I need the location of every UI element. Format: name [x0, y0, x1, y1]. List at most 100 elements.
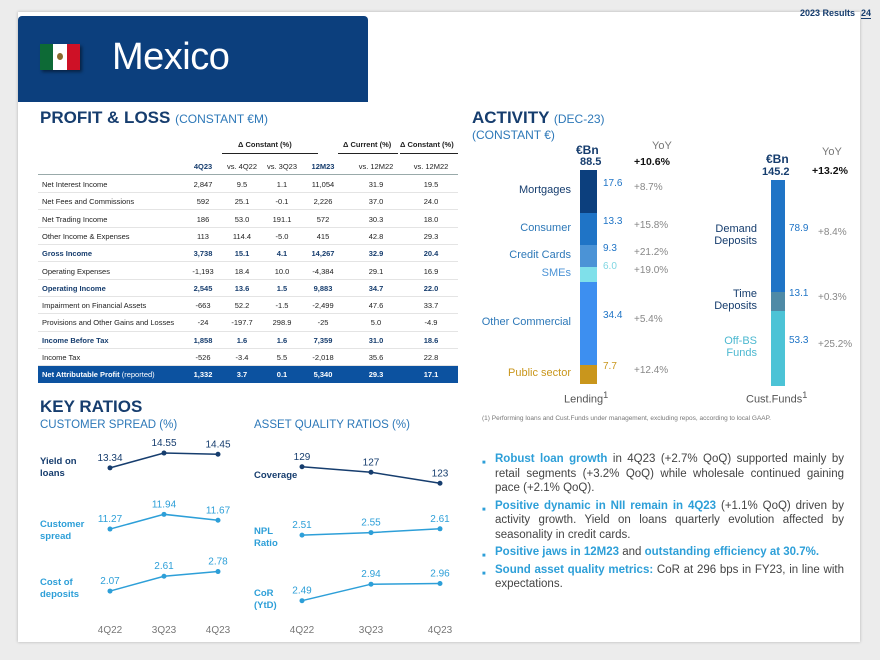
table-cell: 1,332	[193, 370, 213, 380]
lending-total: 88.5	[580, 156, 602, 168]
customer-spread-point	[107, 465, 113, 471]
table-cell: 24.0	[423, 197, 439, 207]
table-cell: 415	[316, 231, 330, 241]
table-cell: 25.1	[234, 197, 250, 207]
table-cell: 592	[196, 197, 210, 207]
quarter-tick-label: 3Q23	[152, 625, 177, 636]
asset-quality-data-label: 123	[432, 468, 449, 479]
lending-segment-value: 7.7	[603, 361, 617, 373]
customer-spread-data-label: 14.45	[205, 439, 230, 450]
customer-spread-label: Customer	[40, 519, 85, 530]
customer-spread-point	[215, 517, 221, 523]
table-cell: 22.0	[423, 283, 439, 293]
lending-segment-yoy: +12.4%	[634, 365, 669, 377]
funds-segment-value: 13.1	[789, 288, 809, 300]
highlight-item: ■ Robust loan growth in 4Q23 (+2.7% QoQ) …	[482, 452, 844, 496]
row-label-suffix: (reported)	[119, 370, 155, 380]
table-cell: 5.5	[276, 353, 288, 362]
row-label: Gross Income	[42, 249, 93, 259]
table-cell: 572	[316, 214, 330, 224]
table-cell: -2,499	[312, 301, 334, 311]
activity-subtitle-2: (CONSTANT €)	[472, 128, 555, 142]
funds-segment-value: 78.9	[789, 222, 809, 234]
lending-segment-value: 17.6	[603, 178, 623, 190]
table-row: Other Income & Expenses 113 114.4 -5.0 415 42…	[38, 228, 458, 246]
highlight-text: (+1.1% QoQ) driven by activity growth. Y…	[495, 499, 844, 541]
highlight-bold: Positive jaws in 12M23	[495, 546, 620, 558]
table-cell: 22.8	[423, 353, 439, 362]
row-label: Net Fees and Commissions	[42, 197, 135, 207]
asset-quality-point	[368, 530, 374, 536]
activity-title-text: ACTIVITY	[472, 108, 550, 127]
bullet-marker-icon: ■	[482, 570, 486, 577]
asset-quality-label: NPL	[254, 526, 273, 537]
customer-spread-title: CUSTOMER SPREAD (%)	[40, 419, 178, 431]
highlight-bold: outstanding efficiency at 30.7%.	[644, 546, 820, 558]
table-row: Impairment on Financial Assets -663 52.2 -1…	[38, 297, 458, 315]
funds-footnote-marker: 1	[802, 390, 808, 400]
table-row: Operating Income 2,545 13.6 1.5 9,883 34.7 22.…	[38, 280, 458, 297]
lending-footnote-marker: 1	[603, 390, 609, 400]
table-cell: 35.6	[368, 353, 384, 362]
asset-quality-point	[299, 598, 305, 604]
customer-spread-point	[161, 573, 167, 579]
table-row: Operating Expenses -1,193 18.4 10.0 -4,384 29…	[38, 263, 458, 280]
table-cell: 11,054	[311, 180, 335, 189]
lending-segment-label: Credit Cards	[509, 248, 571, 261]
lending-segment	[580, 212, 597, 245]
table-cell: 29.1	[368, 266, 384, 276]
table-cell: 16.9	[423, 266, 439, 276]
table-cell: 29.3	[368, 370, 384, 380]
table-cell: 32.9	[368, 249, 384, 259]
row-label: Income Tax	[42, 353, 81, 362]
row-label: Net Attributable Profit (reported)	[42, 370, 155, 380]
page-number: 24	[861, 8, 872, 19]
funds-segment-label: Time Deposits	[714, 288, 757, 312]
asset-quality-data-label: 2.51	[292, 520, 312, 531]
lending-segment	[580, 244, 597, 268]
lending-segment-yoy: +5.4%	[634, 314, 663, 326]
profit-loss-title-text: PROFIT & LOSS	[40, 108, 171, 127]
column-header-1: 4Q23	[193, 162, 213, 171]
table-cell: 31.0	[368, 335, 384, 345]
asset-quality-point	[437, 480, 443, 486]
table-cell: 10.0	[274, 266, 290, 276]
quarter-tick-label: 4Q23	[428, 625, 453, 636]
segment-label-line: Off-BS	[724, 335, 757, 348]
asset-quality-title: ASSET QUALITY RATIOS (%)	[254, 419, 410, 431]
asset-quality-data-label: 2.94	[361, 569, 381, 580]
activity-footnote: (1) Performing loans and Cust.Funds unde…	[482, 415, 771, 422]
row-label: Net Trading Income	[42, 214, 108, 224]
lending-segment-value: 6.0	[603, 261, 617, 273]
lending-segment	[580, 364, 597, 384]
table-cell: 14,267	[311, 249, 335, 259]
results-label: 2023 Results	[800, 8, 856, 18]
table-cell: -0.1	[275, 197, 289, 207]
table-cell: 2,847	[193, 180, 213, 189]
table-cell: 3.7	[236, 370, 248, 380]
lending-segment-yoy: +15.8%	[634, 219, 669, 231]
table-cell: 52.2	[234, 301, 250, 311]
quarter-tick-label: 4Q22	[98, 625, 123, 636]
customer-spread-data-label: 2.78	[208, 557, 228, 568]
asset-quality-data-label: 2.96	[430, 568, 450, 579]
activity-subtitle-1: (DEC-23)	[553, 112, 605, 126]
table-row: Net Interest Income 2,847 9.5 1.1 11,054 31.9…	[38, 176, 458, 194]
table-cell: 9,883	[313, 283, 333, 293]
customer-spread-label-line2: loans	[40, 468, 65, 479]
highlight-text: and	[619, 546, 645, 558]
asset-quality-point	[368, 581, 374, 587]
customer-spread-data-label: 2.07	[100, 576, 120, 587]
table-cell: 298.9	[272, 318, 292, 328]
table-cell: -1.5	[275, 301, 289, 311]
table-cell: 191.1	[272, 214, 292, 224]
table-cell: -25	[317, 318, 329, 328]
table-cell: -3.4	[235, 353, 249, 362]
table-row: Income Before Tax 1,858 1.6 1.6 7,359 31.0 18.…	[38, 332, 458, 349]
segment-label-line: Demand	[715, 222, 757, 235]
table-cell: 31.9	[368, 180, 384, 189]
table-cell: 33.7	[423, 301, 439, 311]
lending-segment-label: Consumer	[520, 221, 571, 234]
table-row: Gross Income 3,738 15.1 4.1 14,267 32.9 20.4	[38, 245, 458, 263]
table-cell: 15.1	[234, 249, 250, 259]
